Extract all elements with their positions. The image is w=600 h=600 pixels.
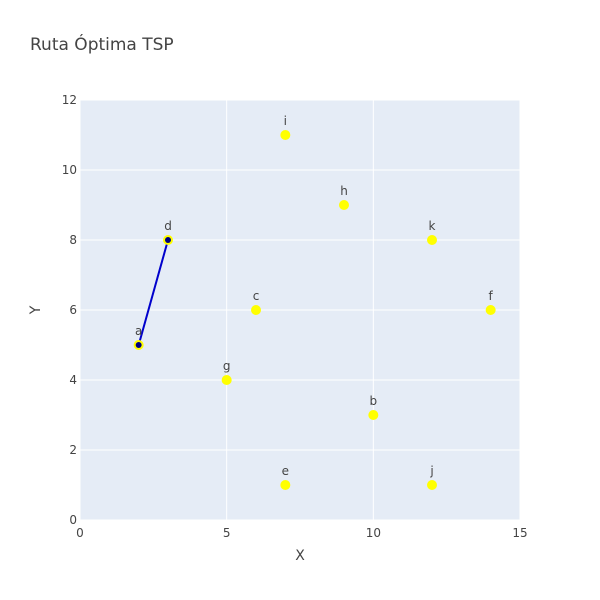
y-tick-label: 6 (69, 303, 77, 317)
point-c[interactable] (251, 305, 261, 315)
y-tick-label: 2 (69, 443, 77, 457)
point-i[interactable] (280, 130, 291, 140)
point-label-a: a (135, 324, 142, 338)
y-tick-label: 12 (62, 93, 77, 107)
point-k[interactable] (427, 235, 437, 245)
point-label-i: i (284, 114, 287, 128)
y-tick-label: 8 (69, 233, 77, 247)
point-label-f: f (489, 289, 494, 303)
y-tick-label: 0 (69, 513, 77, 527)
point-label-g: g (223, 359, 231, 373)
y-tick-label: 4 (69, 373, 77, 387)
point-g[interactable] (221, 375, 232, 385)
point-label-k: k (429, 219, 436, 233)
point-label-d: d (164, 219, 172, 233)
x-tick-label: 5 (223, 526, 231, 540)
route-vertex-marker (135, 342, 142, 348)
point-h[interactable] (339, 200, 349, 210)
grid-lines (79, 99, 521, 521)
chart-title: Ruta Óptima TSP (30, 33, 174, 55)
point-label-j: j (429, 464, 433, 478)
axis-ticks: 0 5 10 15 0 2 4 6 8 10 12 (62, 93, 528, 540)
point-label-h: h (340, 184, 348, 198)
x-tick-label: 0 (76, 526, 84, 540)
point-label-b: b (370, 394, 378, 408)
route-line (137, 239, 169, 346)
point-e[interactable] (280, 480, 291, 490)
x-tick-label: 10 (366, 526, 381, 540)
x-tick-label: 15 (512, 526, 527, 540)
point-j[interactable] (427, 480, 437, 490)
y-axis-title: Y (28, 305, 44, 315)
point-label-e: e (282, 464, 289, 478)
point-label-c: c (253, 289, 260, 303)
point-f[interactable] (485, 305, 496, 315)
route-vertex-marker (165, 237, 171, 243)
x-axis-title: X (295, 548, 305, 564)
point-b[interactable] (368, 410, 379, 420)
route-layer (137, 239, 169, 346)
points-layer: a b c d e f g h i j k (133, 114, 496, 490)
y-tick-label: 10 (62, 163, 77, 177)
